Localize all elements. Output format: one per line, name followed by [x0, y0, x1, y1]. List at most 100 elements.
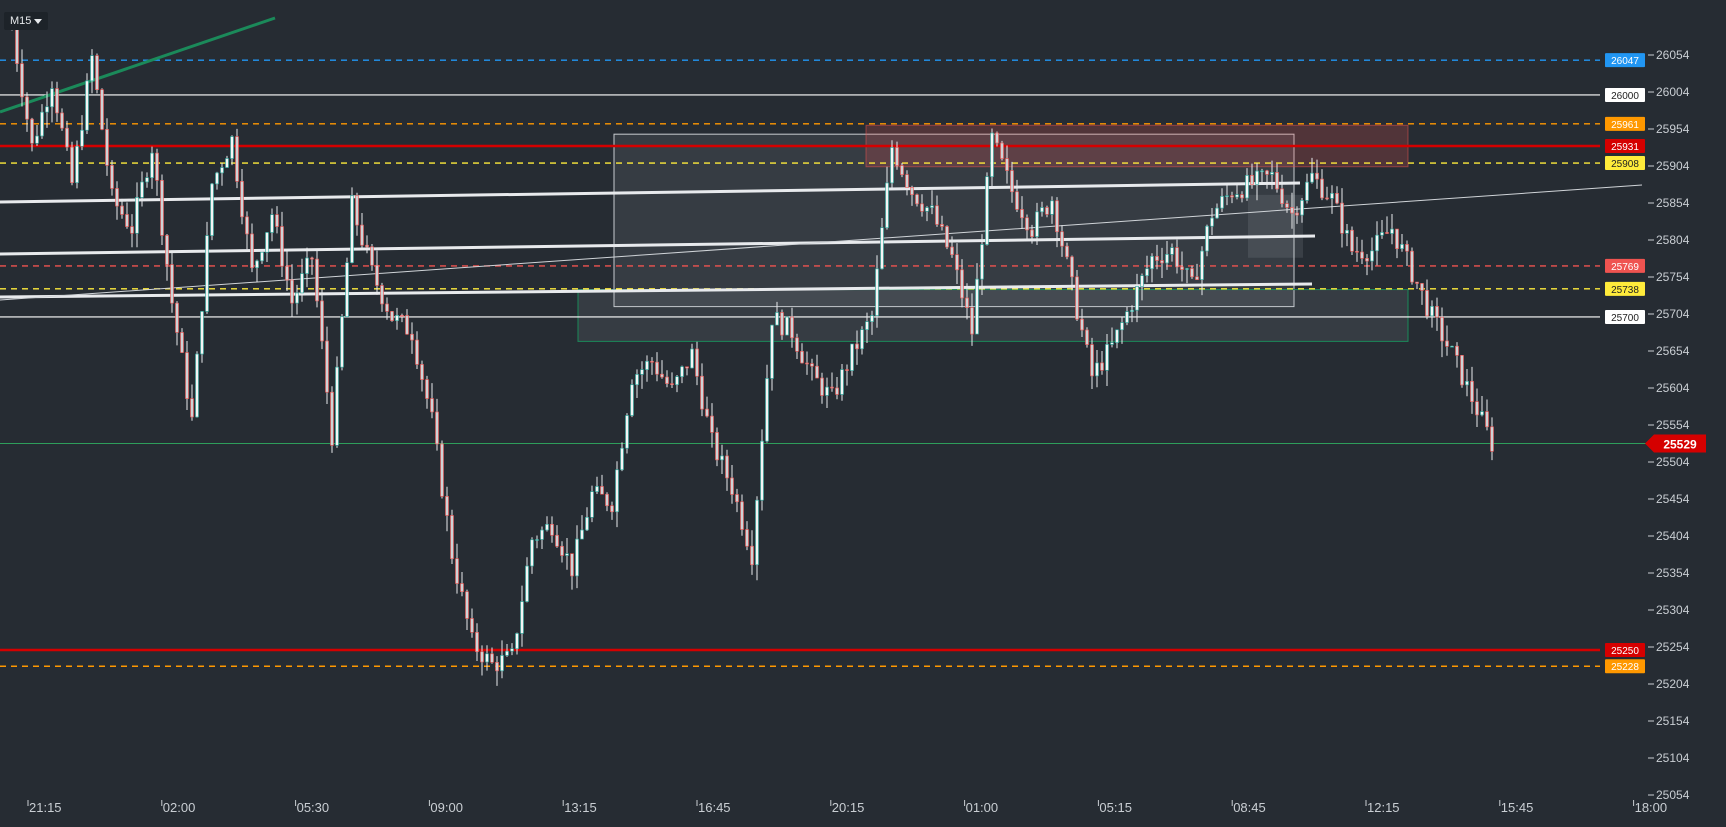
candle-body: [1040, 207, 1044, 213]
candle-body: [815, 365, 819, 379]
x-tick-label: 08:45: [1233, 800, 1266, 815]
candle-body: [440, 443, 444, 497]
candle-body: [245, 216, 249, 235]
candle-body: [175, 302, 179, 333]
candle-body: [70, 146, 74, 184]
y-tick-label: 26054: [1656, 48, 1690, 62]
x-tick-label: 15:45: [1501, 800, 1534, 815]
candle-body: [40, 111, 44, 137]
candle-body: [1105, 344, 1109, 371]
candle-body: [1155, 255, 1159, 261]
candle-body: [840, 369, 844, 395]
price-level-tag: [1605, 156, 1645, 171]
candle-body: [935, 205, 939, 225]
candle-body: [1305, 181, 1309, 201]
candle-body: [1265, 170, 1269, 175]
candle-body: [1005, 158, 1009, 171]
x-tick-label: 01:00: [966, 800, 999, 815]
candle-body: [1300, 200, 1304, 216]
candle-body: [250, 233, 254, 269]
candle-body: [50, 88, 54, 108]
candle-body: [630, 384, 634, 416]
x-tick-label: 05:15: [1099, 800, 1132, 815]
candle-body: [1235, 194, 1239, 198]
candle-body: [80, 129, 84, 147]
current-price-tag: [1645, 434, 1706, 453]
candle-body: [1425, 290, 1429, 317]
price-level-label: 25250: [1611, 646, 1639, 657]
price-level-label: 25931: [1611, 142, 1639, 153]
candle-body: [540, 529, 544, 540]
candle-body: [510, 648, 514, 652]
candle-body: [1440, 316, 1444, 342]
candle-body: [515, 633, 519, 650]
candle-body: [850, 343, 854, 371]
candle-body: [770, 324, 774, 379]
candle-body: [1000, 142, 1004, 159]
candle-body: [880, 227, 884, 270]
price-level-tag: [1605, 116, 1645, 131]
candle-body: [125, 214, 129, 227]
candle-body: [295, 292, 299, 304]
candle-body: [60, 112, 64, 129]
candle-body: [1465, 380, 1469, 386]
candle-body: [1280, 188, 1284, 205]
candle-body: [595, 486, 599, 492]
candle-body: [1285, 203, 1289, 208]
candle-body: [190, 398, 194, 418]
candle-body: [950, 246, 954, 256]
candle-body: [890, 147, 894, 184]
y-tick-label: 25754: [1656, 270, 1690, 284]
price-level-label: 25769: [1611, 262, 1639, 273]
candle-body: [465, 591, 469, 619]
timeframe-label: M15: [10, 15, 32, 27]
candle-body: [1270, 172, 1274, 175]
price-level-label: 25700: [1611, 313, 1639, 324]
price-level-label: 26000: [1611, 91, 1639, 102]
candle-body: [1215, 207, 1219, 219]
candle-body: [1310, 172, 1314, 183]
candle-body: [105, 129, 109, 166]
candle-body: [155, 152, 159, 181]
y-tick-label: 25604: [1656, 381, 1690, 395]
candle-body: [775, 312, 779, 326]
candle-body: [1180, 266, 1184, 270]
x-tick-label: 09:00: [430, 800, 463, 815]
candle-body: [285, 265, 289, 281]
y-tick-label: 25454: [1656, 492, 1690, 506]
candle-body: [1060, 231, 1064, 247]
candle-body: [255, 260, 259, 269]
candle-body: [55, 88, 59, 114]
price-level-tag: [1605, 659, 1645, 674]
candle-body: [1075, 276, 1079, 320]
candle-body: [215, 172, 219, 185]
y-tick-label: 25804: [1656, 233, 1690, 247]
timeframe-selector[interactable]: M15: [4, 12, 49, 30]
candle-body: [185, 352, 189, 399]
candle-body: [760, 440, 764, 501]
candle-body: [905, 174, 909, 188]
candle-body: [1125, 311, 1129, 323]
y-tick-label: 25054: [1656, 788, 1690, 802]
candle-body: [150, 152, 154, 178]
candle-body: [690, 348, 694, 369]
price-level-label: 25738: [1611, 285, 1639, 296]
candle-body: [1140, 275, 1144, 287]
candle-body: [375, 264, 379, 286]
candle-body: [415, 339, 419, 365]
y-tick-label: 25204: [1656, 677, 1690, 691]
candle-body: [650, 360, 654, 363]
candle-body: [485, 653, 489, 663]
candle-body: [1185, 268, 1189, 270]
candle-body: [1085, 329, 1089, 345]
candle-body: [400, 314, 404, 317]
candle-body: [1095, 362, 1099, 377]
candle-body: [785, 316, 789, 336]
candle-body: [1445, 340, 1449, 347]
candle-body: [310, 257, 314, 260]
candle-body: [35, 135, 39, 144]
candle-body: [640, 369, 644, 375]
candle-body: [930, 205, 934, 208]
